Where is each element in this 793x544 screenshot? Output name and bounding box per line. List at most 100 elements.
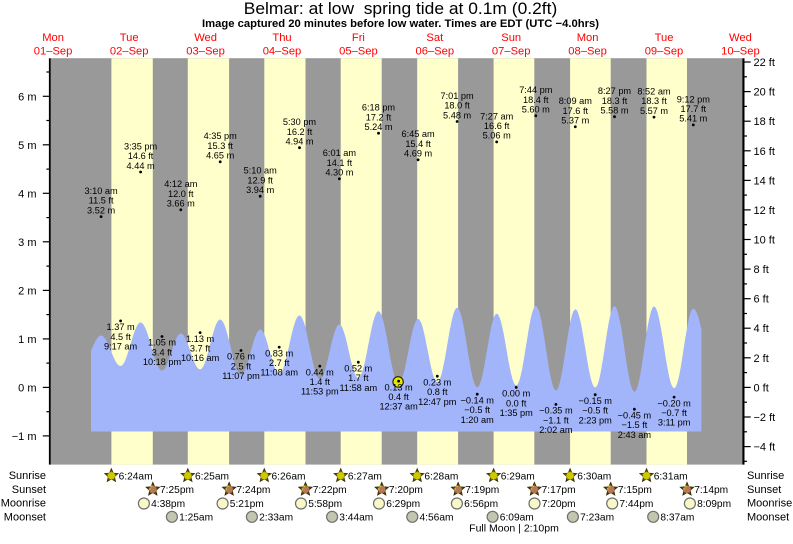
svg-text:2:23 pm: 2:23 pm [579, 415, 613, 425]
svg-text:0 m: 0 m [18, 382, 36, 394]
svg-text:5:21pm: 5:21pm [230, 499, 264, 510]
svg-text:6:01 am: 6:01 am [323, 148, 357, 158]
svg-text:−4 ft: −4 ft [754, 442, 776, 454]
svg-text:6:29pm: 6:29pm [386, 499, 420, 510]
svg-text:05–Sep: 05–Sep [339, 46, 378, 58]
svg-text:7:22pm: 7:22pm [313, 485, 347, 496]
svg-text:15.3 ft: 15.3 ft [207, 141, 233, 151]
svg-text:−0.35 m: −0.35 m [539, 406, 573, 416]
svg-text:4.94 m: 4.94 m [285, 137, 313, 147]
svg-text:2:02 am: 2:02 am [539, 425, 573, 435]
svg-text:8:09 am: 8:09 am [559, 96, 593, 106]
svg-text:0.76 m: 0.76 m [227, 352, 255, 362]
svg-text:10 ft: 10 ft [754, 235, 775, 247]
svg-text:8:09pm: 8:09pm [697, 499, 731, 510]
svg-text:5:10 am: 5:10 am [244, 166, 278, 176]
svg-text:0.0 ft: 0.0 ft [506, 398, 527, 408]
svg-text:−1.5 ft: −1.5 ft [622, 420, 648, 430]
svg-text:4.69 m: 4.69 m [404, 149, 432, 159]
svg-text:4.30 m: 4.30 m [325, 168, 353, 178]
svg-text:6:25am: 6:25am [195, 471, 229, 482]
svg-text:4 m: 4 m [18, 188, 36, 200]
svg-text:7:14pm: 7:14pm [694, 485, 728, 496]
svg-text:Sun: Sun [501, 32, 521, 44]
svg-text:Sunset: Sunset [12, 484, 46, 496]
svg-text:7:20pm: 7:20pm [542, 499, 576, 510]
svg-text:Moonset: Moonset [4, 511, 46, 523]
svg-text:11:58 am: 11:58 am [339, 383, 377, 393]
svg-text:Wed: Wed [729, 32, 752, 44]
svg-text:Mon: Mon [42, 32, 64, 44]
svg-text:6:29am: 6:29am [501, 471, 535, 482]
svg-text:12.9 ft: 12.9 ft [247, 175, 273, 185]
svg-text:3 m: 3 m [18, 237, 36, 249]
svg-text:Image captured 20 minutes befo: Image captured 20 minutes before low wat… [202, 18, 599, 30]
svg-text:4:35 pm: 4:35 pm [204, 131, 238, 141]
svg-text:2.5 ft: 2.5 ft [231, 361, 252, 371]
svg-text:Sunrise: Sunrise [747, 470, 784, 482]
svg-text:1.37 m: 1.37 m [107, 322, 135, 332]
svg-text:Thu: Thu [272, 32, 291, 44]
svg-text:2.7 ft: 2.7 ft [269, 358, 290, 368]
svg-text:10:18 pm: 10:18 pm [143, 357, 182, 367]
svg-text:Sunrise: Sunrise [9, 470, 46, 482]
svg-text:5.41 m: 5.41 m [679, 114, 707, 124]
svg-text:−2 ft: −2 ft [754, 412, 776, 424]
svg-text:07–Sep: 07–Sep [492, 46, 531, 58]
svg-text:6:45 am: 6:45 am [401, 129, 435, 139]
svg-text:7:44pm: 7:44pm [619, 499, 653, 510]
svg-text:−0.45 m: −0.45 m [618, 410, 652, 420]
svg-text:6:26am: 6:26am [272, 471, 306, 482]
svg-text:5.57 m: 5.57 m [640, 106, 668, 116]
svg-text:10–Sep: 10–Sep [721, 46, 760, 58]
svg-text:3:44am: 3:44am [339, 513, 373, 524]
svg-text:4:38pm: 4:38pm [151, 499, 185, 510]
svg-text:17.7 ft: 17.7 ft [681, 104, 707, 114]
svg-text:9:12 pm: 9:12 pm [677, 94, 711, 104]
svg-text:−0.5 ft: −0.5 ft [582, 406, 608, 416]
svg-text:Sunset: Sunset [747, 484, 781, 496]
svg-text:−0.5 ft: −0.5 ft [464, 405, 490, 415]
svg-text:−0.15 m: −0.15 m [578, 396, 612, 406]
svg-text:Wed: Wed [194, 32, 217, 44]
svg-text:6:31am: 6:31am [654, 471, 688, 482]
svg-text:7:01 pm: 7:01 pm [440, 91, 474, 101]
svg-text:2:43 am: 2:43 am [618, 430, 652, 440]
svg-text:8 ft: 8 ft [754, 264, 769, 276]
svg-text:Moonset: Moonset [747, 511, 789, 523]
svg-text:Full Moon | 2:10pm: Full Moon | 2:10pm [469, 523, 559, 535]
svg-text:Fri: Fri [352, 32, 365, 44]
svg-text:5:58pm: 5:58pm [308, 499, 342, 510]
svg-text:1.13 m: 1.13 m [186, 334, 214, 344]
svg-text:1:35 pm: 1:35 pm [500, 408, 534, 418]
svg-text:Sat: Sat [426, 32, 444, 44]
svg-text:−1.1 ft: −1.1 ft [543, 415, 569, 425]
svg-text:1:20 am: 1:20 am [461, 415, 495, 425]
svg-text:14 ft: 14 ft [754, 175, 775, 187]
svg-text:3.7 ft: 3.7 ft [190, 344, 211, 354]
svg-text:18.3 ft: 18.3 ft [602, 96, 628, 106]
svg-text:5 m: 5 m [18, 140, 36, 152]
svg-text:6 ft: 6 ft [754, 294, 769, 306]
svg-text:16.6 ft: 16.6 ft [484, 121, 510, 131]
svg-text:16 ft: 16 ft [754, 146, 775, 158]
svg-text:17.6 ft: 17.6 ft [563, 106, 589, 116]
svg-text:18.4 ft: 18.4 ft [523, 95, 549, 105]
svg-text:Mon: Mon [577, 32, 599, 44]
svg-text:06–Sep: 06–Sep [416, 46, 455, 58]
svg-text:03–Sep: 03–Sep [186, 46, 225, 58]
svg-text:0.83 m: 0.83 m [265, 348, 293, 358]
svg-text:12 ft: 12 ft [754, 205, 775, 217]
svg-text:3.52 m: 3.52 m [87, 205, 115, 215]
svg-text:2:33am: 2:33am [259, 513, 293, 524]
svg-text:1 m: 1 m [18, 334, 36, 346]
svg-text:1.05 m: 1.05 m [148, 338, 176, 348]
svg-text:20 ft: 20 ft [754, 87, 775, 99]
svg-text:7:44 pm: 7:44 pm [519, 85, 553, 95]
svg-text:5.24 m: 5.24 m [364, 122, 392, 132]
svg-text:Moonrise: Moonrise [747, 498, 792, 510]
svg-text:04–Sep: 04–Sep [263, 46, 302, 58]
svg-text:18.0 ft: 18.0 ft [444, 101, 470, 111]
svg-text:0 ft: 0 ft [754, 382, 769, 394]
svg-text:−0.14 m: −0.14 m [460, 395, 494, 405]
